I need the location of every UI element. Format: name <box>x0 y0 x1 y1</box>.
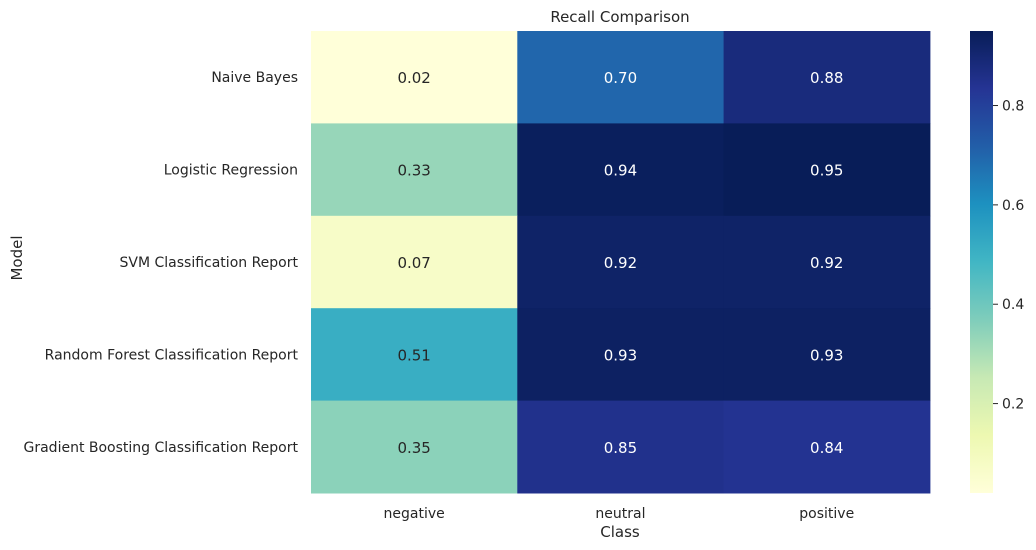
heatmap-cell-r2-c1 <box>517 215 725 309</box>
x-tick-label-2: positive <box>799 506 854 522</box>
heatmap-cell-r3-c1 <box>517 308 725 402</box>
heatmap-cell-r4-c2 <box>723 400 931 494</box>
colorbar-ticks: 0.2 0.4 0.6 0.8 <box>993 99 1024 413</box>
heatmap-cell-r0-c1 <box>517 31 725 124</box>
cell-value-r3-c2: 0.93 <box>810 346 843 364</box>
heatmap-cell-labels: 0.02 0.70 0.88 0.33 0.94 0.95 0.07 0.92 0.92 0.51… <box>397 69 843 457</box>
x-axis-label: Class <box>600 523 640 541</box>
y-tick-label-0: Naive Bayes <box>211 70 298 86</box>
x-tick-label-0: negative <box>384 506 445 522</box>
y-tick-label-3: Random Forest Classification Report <box>45 347 299 363</box>
x-tick-labels: negative neutral positive <box>384 506 855 522</box>
heatmap-cell-r4-c0 <box>311 400 518 494</box>
heatmap-cell-r0-c2 <box>723 31 931 124</box>
cell-value-r3-c1: 0.93 <box>604 346 637 364</box>
heatmap-cell-r3-c0 <box>311 308 518 402</box>
y-axis-label: Model <box>8 235 26 280</box>
y-tick-label-4: Gradient Boosting Classification Report <box>24 440 299 456</box>
cell-value-r3-c0: 0.51 <box>397 346 430 364</box>
heatmap-cell-r1-c0 <box>311 123 518 217</box>
heatmap-cell-r1-c2 <box>723 123 931 217</box>
colorbar-tick-label-0: 0.2 <box>1002 397 1024 413</box>
colorbar-tick-label-1: 0.4 <box>1002 297 1024 313</box>
cell-value-r2-c2: 0.92 <box>810 254 843 272</box>
heatmap-cell-r1-c1 <box>517 123 725 217</box>
heatmap-cells <box>311 31 931 494</box>
cell-value-r1-c1: 0.94 <box>604 162 637 180</box>
heatmap-cell-r0-c0 <box>311 31 518 124</box>
cell-value-r4-c0: 0.35 <box>397 439 430 457</box>
y-tick-label-1: Logistic Regression <box>164 163 298 179</box>
chart-title: Recall Comparison <box>550 8 689 26</box>
y-tick-labels: Naive Bayes Logistic Regression SVM Classi… <box>24 70 299 456</box>
cell-value-r1-c2: 0.95 <box>810 162 843 180</box>
x-tick-label-1: neutral <box>595 506 645 522</box>
cell-value-r2-c1: 0.92 <box>604 254 637 272</box>
cell-value-r1-c0: 0.33 <box>397 162 430 180</box>
heatmap-cell-r4-c1 <box>517 400 725 494</box>
heatmap-cell-r2-c2 <box>723 215 931 309</box>
cell-value-r2-c0: 0.07 <box>397 254 430 272</box>
cell-value-r0-c1: 0.70 <box>604 69 637 87</box>
colorbar-tick-label-3: 0.8 <box>1002 99 1024 115</box>
colorbar-tick-label-2: 0.6 <box>1002 198 1024 214</box>
cell-value-r4-c1: 0.85 <box>604 439 637 457</box>
heatmap-cell-r2-c0 <box>311 215 518 309</box>
colorbar <box>970 31 993 493</box>
cell-value-r0-c2: 0.88 <box>810 69 843 87</box>
cell-value-r0-c0: 0.02 <box>397 69 430 87</box>
y-tick-label-2: SVM Classification Report <box>120 255 299 271</box>
cell-value-r4-c2: 0.84 <box>810 439 843 457</box>
heatmap-cell-r3-c2 <box>723 308 931 402</box>
